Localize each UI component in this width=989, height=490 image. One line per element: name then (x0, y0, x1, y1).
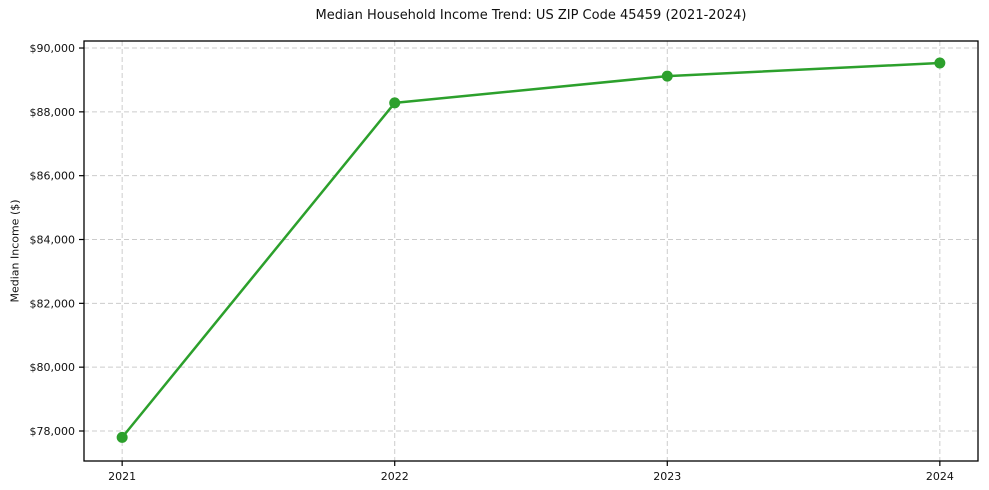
y-tick-label: $84,000 (30, 234, 76, 247)
income-trend-line (120, 61, 942, 439)
data-point-2021 (116, 431, 128, 443)
y-tick-label: $86,000 (30, 170, 76, 183)
data-point-2022 (389, 97, 401, 109)
y-tick-label: $88,000 (30, 106, 76, 119)
y-tick-label: $80,000 (30, 361, 76, 374)
x-tick-label: 2023 (653, 470, 681, 483)
y-tick-label: $78,000 (30, 425, 76, 438)
y-tick-label: $82,000 (30, 297, 76, 310)
x-tick-label: 2022 (381, 470, 409, 483)
data-point-2023 (661, 70, 673, 82)
x-tick-label: 2024 (926, 470, 954, 483)
data-point-2024 (934, 57, 946, 69)
x-tick-label: 2021 (108, 470, 136, 483)
chart-title: Median Household Income Trend: US ZIP Co… (315, 8, 747, 23)
y-tick-label: $90,000 (30, 42, 76, 55)
plot-border (83, 40, 979, 462)
